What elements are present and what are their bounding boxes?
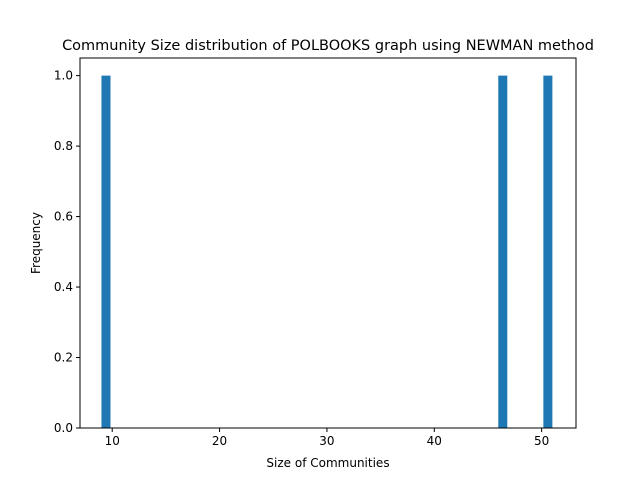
y-tick-label: 0.4 — [54, 280, 73, 294]
x-tick-label: 10 — [105, 434, 120, 448]
x-axis-label: Size of Communities — [266, 456, 389, 470]
chart-title: Community Size distribution of POLBOOKS … — [62, 38, 594, 54]
bar-1 — [498, 75, 508, 428]
y-axis-label: Frequency — [29, 212, 43, 274]
bars-group — [101, 75, 553, 428]
y-axis-ticks: 0.0 0.2 0.4 0.6 0.8 1.0 — [54, 69, 80, 435]
x-axis-ticks: 10 20 30 40 50 — [105, 428, 549, 448]
bar-2 — [543, 75, 553, 428]
x-tick-label: 20 — [212, 434, 227, 448]
plot-frame — [79, 57, 577, 429]
y-tick-label: 0.0 — [54, 421, 73, 435]
y-tick-label: 0.2 — [54, 351, 73, 365]
y-tick-label: 0.8 — [54, 139, 73, 153]
x-tick-label: 40 — [427, 434, 442, 448]
y-tick-label: 0.6 — [54, 210, 73, 224]
bar-0 — [101, 75, 111, 428]
x-tick-label: 50 — [534, 434, 549, 448]
x-tick-label: 30 — [319, 434, 334, 448]
y-tick-label: 1.0 — [54, 69, 73, 83]
